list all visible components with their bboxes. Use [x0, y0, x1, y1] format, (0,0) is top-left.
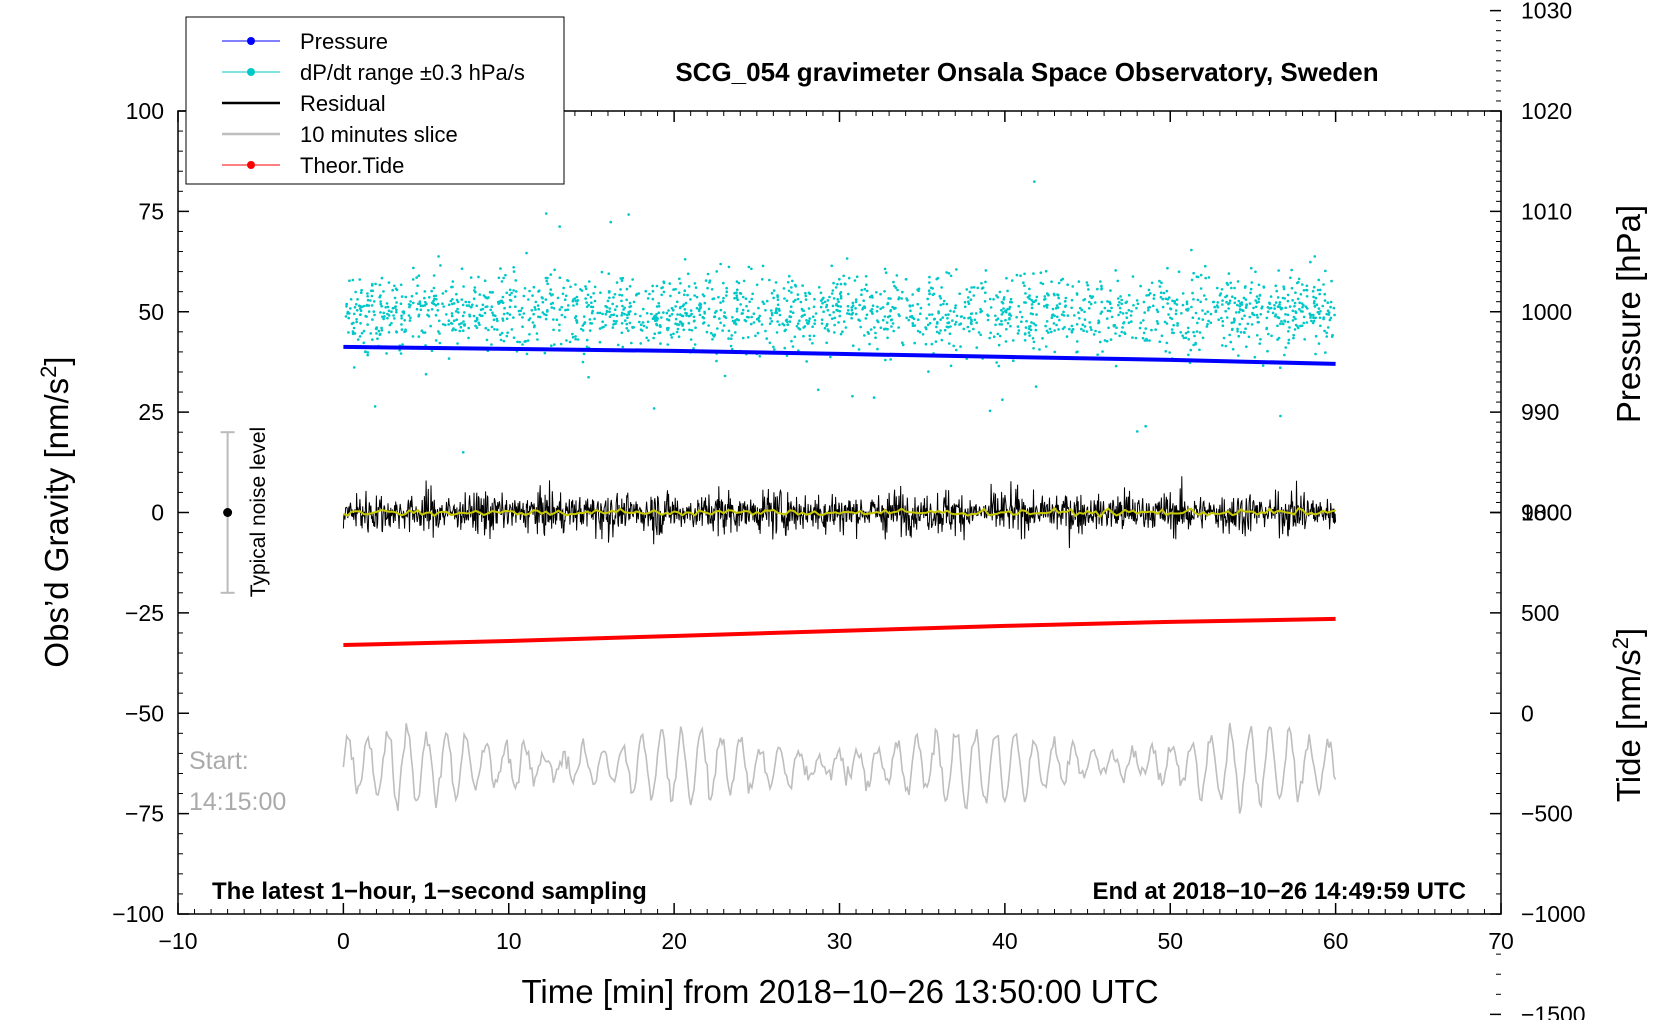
tide-tick-label: 0	[1521, 700, 1534, 726]
y-axis-label-pressure: Pressure [hPa]	[1610, 205, 1647, 423]
residual-mean-line	[343, 506, 1336, 519]
y-axis-label-tide-main: Tide [nm/s	[1610, 649, 1647, 802]
y-axis-label-tide: Tide [nm/s2]	[1608, 628, 1647, 802]
bottom-right-note: End at 2018−10−26 14:49:59 UTC	[1092, 878, 1466, 905]
y-axis-label-left: Obs’d Gravity [nm/s2]	[36, 356, 75, 667]
legend-box	[185, 16, 565, 185]
y-axis-label-tide-close: ]	[1610, 628, 1647, 637]
legend-label-tide: Theor.Tide	[300, 153, 404, 178]
legend-swatch-dot	[247, 68, 255, 76]
pressure-tick-label: 1000	[1521, 299, 1572, 325]
y-axis-label-left-main: Obs’d Gravity [nm/s	[38, 378, 75, 668]
pressure-line	[343, 344, 1336, 366]
legend-label-dpdt: dP/dt range ±0.3 hPa/s	[300, 60, 525, 85]
noise-bar-center-dot	[223, 508, 233, 517]
noise-bar-label: Typical noise level	[247, 427, 270, 597]
pressure-tick-label: 980	[1521, 500, 1559, 526]
tide-tick-label: 500	[1521, 600, 1559, 626]
y-tick-label: 75	[138, 198, 164, 224]
x-axis-label: Time [min] from 2018−10−26 13:50:00 UTC	[521, 973, 1158, 1010]
y-tick-label: −100	[112, 901, 164, 927]
x-tick-label: −10	[158, 928, 197, 954]
chart-title: SCG_054 gravimeter Onsala Space Observat…	[675, 57, 1378, 87]
dpdt-scatter-points	[344, 180, 1336, 454]
ten-minute-slice-line	[342, 722, 1337, 814]
tide-tick-label: −500	[1521, 801, 1573, 827]
tide-line	[343, 616, 1336, 647]
y-tick-label: 100	[126, 98, 164, 124]
x-tick-label: 10	[496, 928, 522, 954]
bottom-left-note: The latest 1−hour, 1−second sampling	[212, 878, 647, 905]
legend-label-slice: 10 minutes slice	[300, 122, 458, 147]
y-tick-label: −50	[125, 700, 164, 726]
y-tick-label: 0	[151, 500, 164, 526]
start-label: Start:	[189, 747, 249, 775]
tide-tick-label: 1000	[1521, 500, 1572, 526]
start-time: 14:15:00	[189, 788, 286, 816]
x-tick-label: 40	[992, 928, 1018, 954]
legend-swatch-dot	[247, 37, 255, 45]
pressure-tick-label: 1030	[1521, 0, 1572, 24]
y-tick-label: −75	[125, 801, 164, 827]
y-tick-label: −25	[125, 600, 164, 626]
pressure-tick-label: 990	[1521, 399, 1559, 425]
tide-tick-label: −1000	[1521, 901, 1586, 927]
pressure-tick-label: 1020	[1521, 98, 1572, 124]
legend-label-pressure: Pressure	[300, 29, 388, 54]
x-tick-label: 50	[1157, 928, 1183, 954]
legend-swatch-dot	[247, 161, 255, 169]
x-tick-label: 70	[1488, 928, 1514, 954]
pressure-tick-label: 1010	[1521, 198, 1572, 224]
legend-items	[222, 37, 280, 169]
data-layer	[220, 180, 1337, 814]
x-tick-label: 30	[827, 928, 853, 954]
y-axis-label-tide-sup: 2	[1608, 637, 1633, 649]
axis-layer: −10 0 10 20 30 40 50 60 701007550250−25−50−75−10…	[112, 0, 1585, 1020]
y-tick-label: 25	[138, 399, 164, 425]
x-tick-label: 0	[337, 928, 350, 954]
residual-line	[342, 476, 1337, 549]
x-tick-label: 60	[1323, 928, 1349, 954]
y-axis-label-left-sup: 2	[36, 366, 61, 378]
y-axis-label-left-close: ]	[38, 356, 75, 365]
legend: Pressure dP/dt range ±0.3 hPa/s Residual…	[185, 16, 565, 185]
legend-label-residual: Residual	[300, 91, 386, 116]
x-tick-label: 20	[661, 928, 687, 954]
y-tick-label: 50	[138, 299, 164, 325]
tide-tick-label: −1500	[1521, 1001, 1586, 1020]
